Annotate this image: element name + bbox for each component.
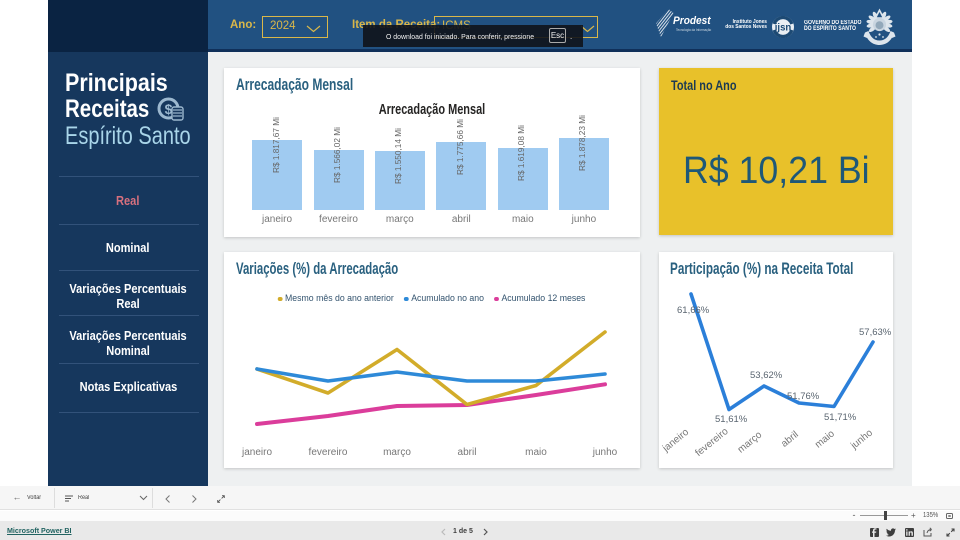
svg-text:$: $ [165,101,173,117]
svg-text:ijsn: ijsn [775,22,792,34]
